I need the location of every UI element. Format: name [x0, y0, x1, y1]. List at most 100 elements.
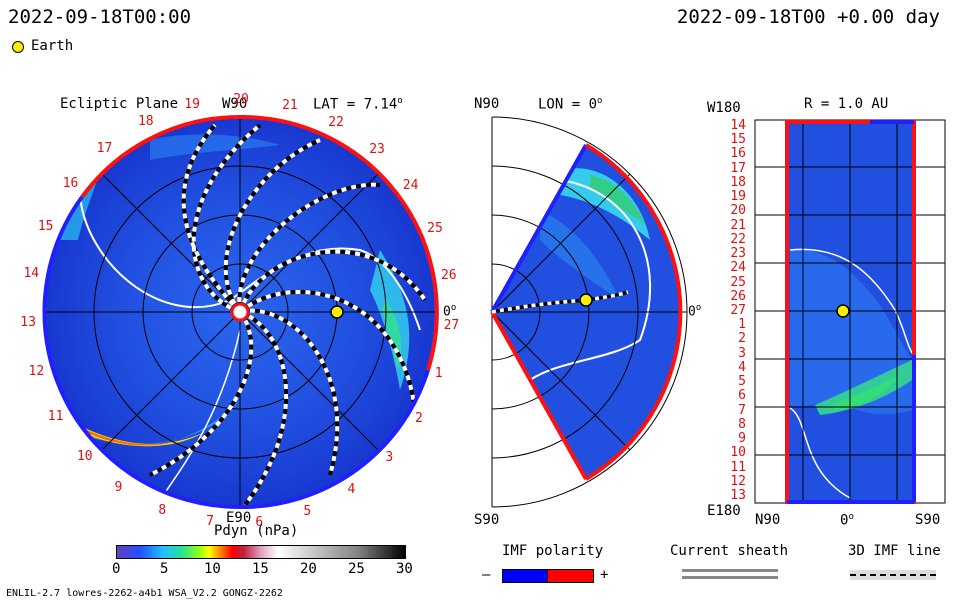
carrington-label: 11: [47, 408, 64, 424]
carrington-label: 25: [427, 221, 443, 237]
current-sheath-line-1: [682, 569, 778, 572]
radial-row-label: 23: [730, 246, 746, 262]
earth-legend-label: Earth: [31, 38, 74, 54]
imf-minus-label: –: [482, 567, 491, 583]
carrington-label: 19: [184, 97, 200, 113]
radial-row-label: 10: [730, 445, 746, 461]
carrington-label: 6: [255, 514, 264, 530]
carrington-label: 21: [282, 98, 298, 113]
radial-row-label: 8: [738, 416, 746, 432]
carrington-label: 22: [328, 115, 344, 131]
radial-row-label: 14: [730, 118, 746, 133]
carrington-label: 15: [37, 218, 54, 234]
ecliptic-zero-label: 0o: [443, 303, 457, 320]
meridional-earth-icon: [579, 293, 593, 307]
radial-row-label: 21: [730, 217, 746, 233]
radial-row-label: 13: [730, 488, 746, 503]
carrington-label: 12: [28, 363, 45, 379]
footer-model-label: ENLIL-2.7 lowres-2262-a4b1 WSA_V2.2 GONG…: [6, 588, 283, 599]
radial-x-label-s90: S90: [915, 512, 941, 528]
carrington-label: 10: [76, 448, 93, 464]
carrington-label: 26: [440, 268, 457, 284]
radial-row-label: 5: [738, 374, 746, 390]
earth-marker-icon: [12, 41, 24, 53]
meridional-n90-label: N90: [474, 96, 500, 112]
carrington-label: 16: [62, 176, 79, 192]
radial-row-label: 17: [730, 160, 746, 176]
carrington-label: 14: [23, 265, 40, 281]
colorbar: [116, 545, 406, 559]
ecliptic-earth-icon: [330, 305, 344, 319]
imf-line-title: 3D IMF line: [848, 543, 941, 559]
radial-row-label: 24: [730, 260, 746, 276]
imf-polarity-title: IMF polarity: [502, 543, 604, 559]
radial-row-label: 7: [738, 402, 746, 418]
ecliptic-e90-label: E90: [226, 510, 252, 526]
current-sheath-title: Current sheath: [670, 543, 789, 559]
radial-row-label: 20: [730, 203, 746, 219]
ecliptic-title: Ecliptic Plane: [60, 96, 179, 112]
imf-plus-label: +: [600, 567, 609, 583]
radial-row-label: 6: [738, 388, 746, 404]
radial-row-label: 25: [730, 274, 746, 290]
radial-x-label-n90: N90: [755, 512, 781, 528]
datetime-label: 2022-09-18T00:00: [8, 6, 192, 28]
imf-positive-swatch: [547, 569, 594, 583]
ecliptic-lat-label: LAT = 7.14o: [313, 96, 403, 113]
radial-e180-label: E180: [707, 503, 741, 519]
colorbar-tick-label: 25: [348, 561, 365, 577]
sun-icon: [230, 302, 250, 322]
radial-row-label: 2: [738, 331, 746, 347]
colorbar-tick-label: 30: [396, 561, 413, 577]
carrington-label: 3: [385, 450, 394, 466]
radial-r-label: R = 1.0 AU: [804, 96, 889, 112]
colorbar-tick-label: 10: [204, 561, 221, 577]
colorbar-title: Pdyn (nPa): [214, 523, 299, 539]
carrington-label: 2: [414, 411, 423, 427]
radial-row-label: 4: [738, 359, 746, 375]
radial-row-label: 3: [738, 345, 746, 361]
carrington-label: 18: [137, 113, 154, 129]
carrington-label: 9: [114, 480, 123, 496]
meridional-lon-label: LON = 0o: [538, 96, 603, 113]
radial-row-label: 26: [730, 288, 746, 304]
carrington-label: 20: [233, 92, 249, 107]
carrington-label: 8: [158, 502, 167, 518]
radial-row-label: 12: [730, 473, 746, 489]
carrington-label: 13: [20, 315, 36, 331]
current-sheath-line-2: [682, 576, 778, 579]
carrington-label: 24: [402, 178, 419, 194]
radial-x-label-0: 0o: [840, 512, 854, 529]
colorbar-tick-label: 0: [112, 561, 121, 577]
carrington-label: 1: [434, 365, 443, 381]
radial-row-label: 19: [730, 189, 746, 205]
run-time-label: 2022-09-18T00 +0.00 day: [676, 6, 940, 28]
radial-row-label: 1: [738, 317, 746, 333]
ecliptic-w90-label: W90: [222, 96, 248, 112]
radial-row-label: 18: [730, 174, 746, 190]
radial-row-label: 9: [738, 431, 746, 447]
radial-row-label: 16: [730, 146, 746, 162]
meridional-s90-label: S90: [474, 512, 500, 528]
carrington-label: 27: [443, 317, 460, 333]
radial-row-label: 15: [730, 132, 746, 148]
radial-row-label: 22: [730, 231, 746, 247]
ecliptic-boundary-negative: [42, 195, 241, 510]
carrington-label: 17: [96, 140, 113, 156]
carrington-label: 5: [303, 503, 312, 519]
meridional-zero-label: 0o: [688, 303, 702, 320]
imf-line-sample: [850, 570, 936, 580]
radial-earth-icon: [836, 304, 850, 318]
carrington-label: 7: [206, 514, 214, 530]
radial-row-label: 11: [730, 459, 746, 475]
carrington-label: 23: [369, 142, 385, 158]
radial-row-label: 27: [730, 303, 746, 318]
colorbar-tick-label: 15: [252, 561, 269, 577]
colorbar-tick-label: 20: [300, 561, 317, 577]
radial-w180-label: W180: [707, 100, 741, 116]
carrington-label: 4: [347, 481, 356, 497]
colorbar-tick-label: 5: [160, 561, 169, 577]
